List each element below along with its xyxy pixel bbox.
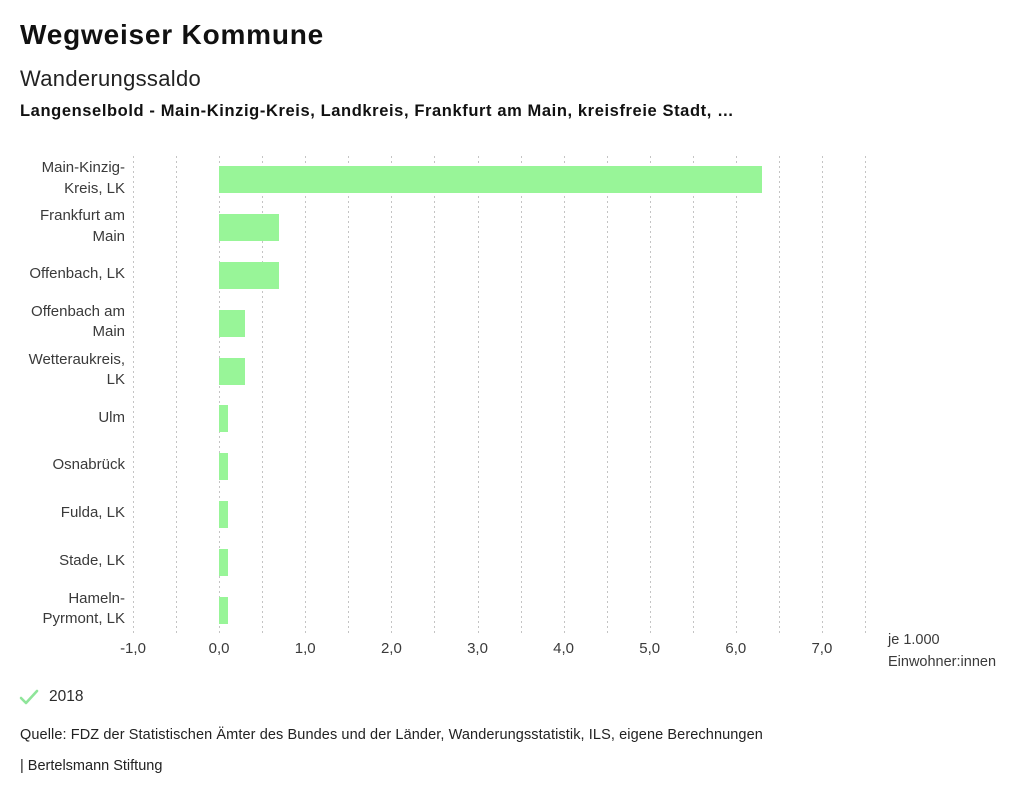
app-title: Wegweiser Kommune — [20, 19, 325, 50]
legend-item-2018[interactable]: 2018 — [19, 688, 83, 706]
gridline — [477, 156, 479, 634]
category-label: Fulda, LK — [60, 504, 125, 522]
x-tick-label: 6,0 — [725, 640, 747, 657]
x-tick-label: 7,0 — [811, 640, 833, 657]
x-tick-label: 2,0 — [380, 640, 402, 657]
category-label: Wetteraukreis, LK — [28, 350, 125, 389]
plot-area — [133, 156, 866, 634]
bar[interactable] — [219, 262, 280, 289]
category-label: Hameln- Pyrmont, LK — [42, 589, 125, 628]
gridline — [133, 156, 134, 634]
x-tick-label: 1,0 — [294, 640, 316, 657]
bar[interactable] — [219, 596, 228, 624]
source-text: Quelle: FDZ der Statistischen Ämter des … — [20, 727, 763, 743]
category-label: Frankfurt am Main — [39, 207, 125, 245]
bar[interactable] — [219, 453, 228, 481]
bar[interactable] — [219, 166, 762, 194]
bar[interactable] — [219, 501, 228, 528]
gridline — [649, 156, 651, 634]
category-label: Offenbach am Main — [31, 302, 125, 341]
gridline — [735, 156, 737, 634]
x-tick-label: 4,0 — [553, 640, 575, 657]
gridline — [692, 156, 694, 634]
category-label: Stade, LK — [59, 552, 125, 569]
bar[interactable] — [219, 309, 245, 337]
legend-year-label: 2018 — [49, 688, 84, 705]
gridline — [865, 156, 866, 634]
chart-title: Wanderungssaldo — [20, 66, 202, 91]
branding-text: | Bertelsmann Stiftung — [20, 758, 163, 774]
bar[interactable] — [219, 548, 228, 576]
bar[interactable] — [219, 214, 280, 242]
gridline — [219, 156, 221, 634]
gridline — [778, 156, 780, 634]
x-tick-label: -1,0 — [120, 640, 146, 657]
chart-subtitle: Langenselbold - Main-Kinzig-Kreis, Landk… — [20, 102, 735, 120]
category-label: Osnabrück — [52, 456, 125, 474]
category-label: Main-Kinzig- Kreis, LK — [41, 159, 125, 197]
gridline — [434, 156, 436, 634]
bar[interactable] — [219, 357, 245, 385]
gridline — [348, 156, 350, 634]
gridline — [391, 156, 393, 634]
bar[interactable] — [219, 405, 228, 433]
gridline — [520, 156, 522, 634]
category-label: Offenbach, LK — [29, 265, 125, 283]
gridline — [563, 156, 565, 634]
check-icon — [19, 689, 39, 705]
category-label: Ulm — [98, 408, 125, 426]
x-tick-label: 0,0 — [208, 640, 230, 657]
axis-unit-label: je 1.000 Einwohner:innen — [888, 632, 997, 670]
x-tick-label: 5,0 — [639, 640, 661, 657]
gridline — [821, 156, 823, 634]
gridline — [262, 156, 264, 634]
gridline — [305, 156, 307, 634]
gridline — [176, 156, 178, 634]
x-tick-label: 3,0 — [467, 640, 488, 657]
gridline — [606, 156, 608, 634]
